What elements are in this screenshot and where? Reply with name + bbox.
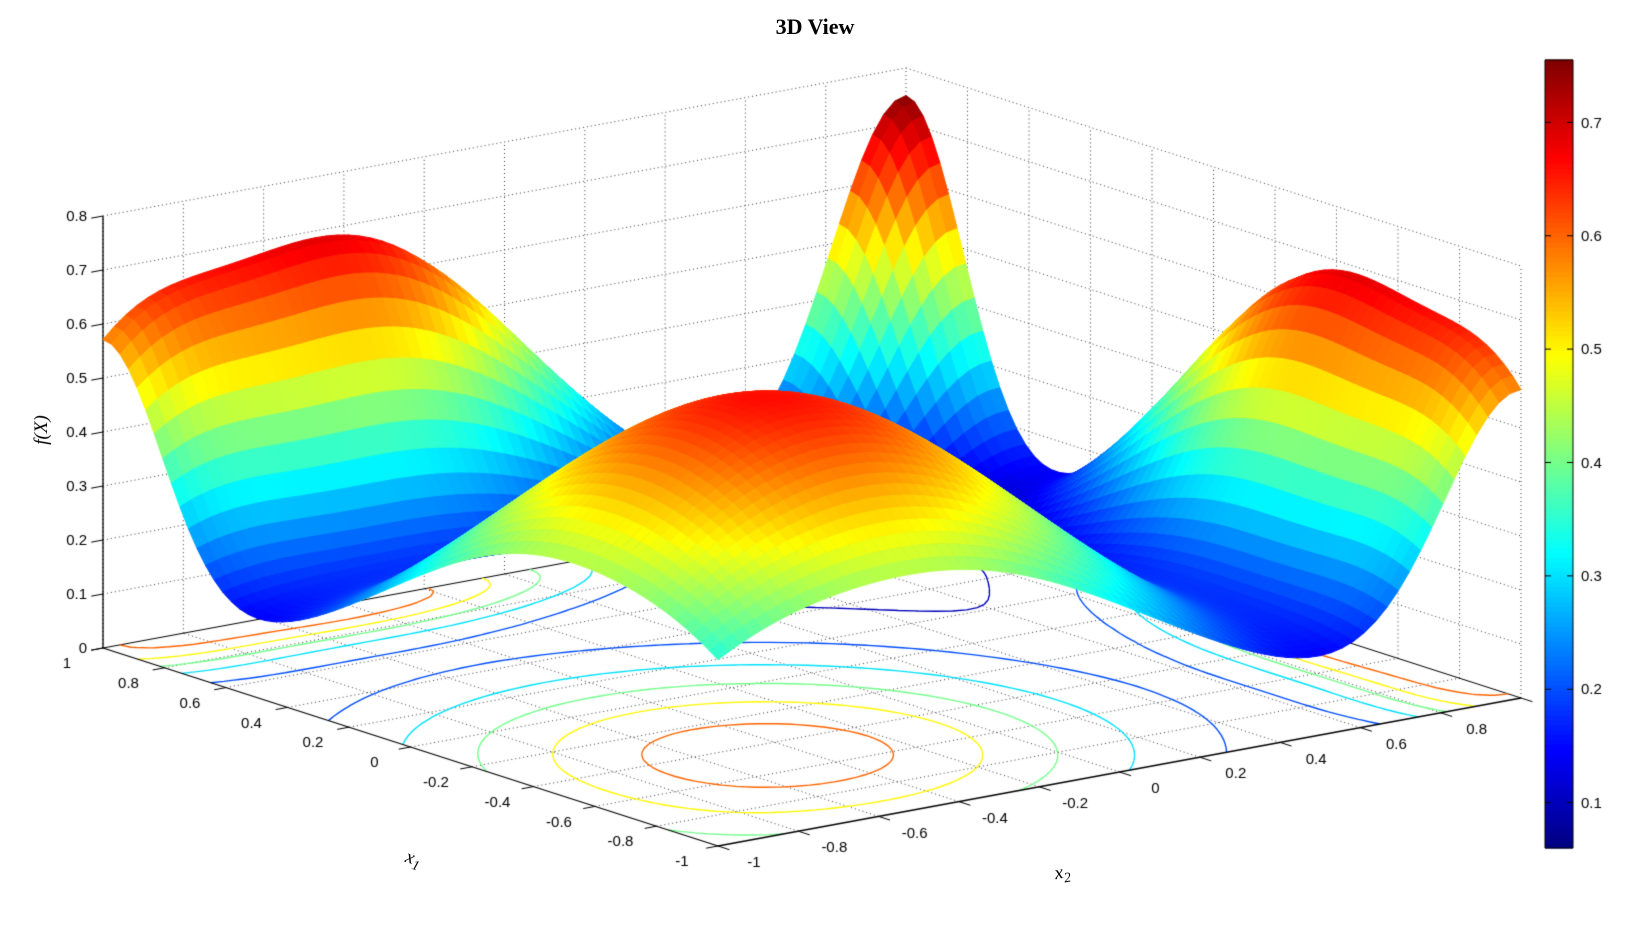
surface-plot-canvas [0, 0, 1632, 945]
figure-3d-surface-plot: 3D View f(X) x1 x2 [0, 0, 1632, 945]
